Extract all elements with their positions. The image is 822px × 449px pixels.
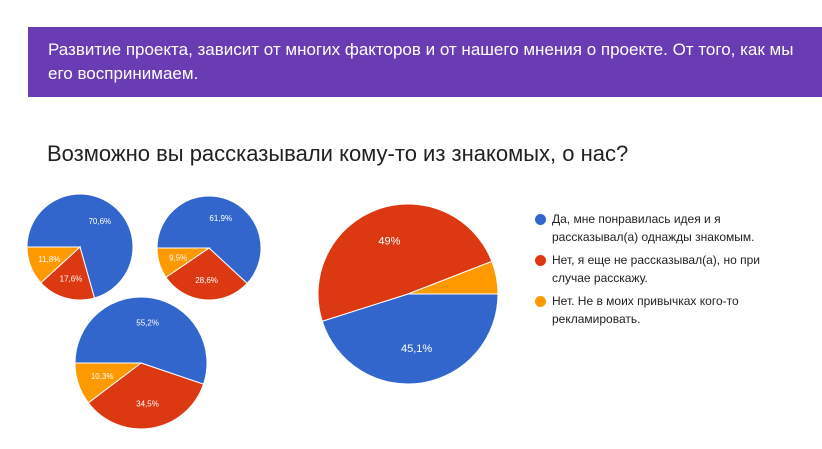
- legend-item-not-yet: Нет, я еще не рассказывал(а), но при слу…: [535, 251, 795, 287]
- pie-slice-yes: [26, 193, 134, 299]
- pie-slice-not-yet: [87, 362, 205, 430]
- pie-slice-label-yes: 55,2%: [136, 319, 159, 328]
- pie-slice-not-yet: [317, 203, 493, 322]
- pie-slice-not-yet: [40, 246, 96, 301]
- pie-slice-yes: [156, 195, 262, 285]
- legend-dot-orange: [535, 296, 546, 307]
- pie-slice-label-yes: 45,1%: [401, 343, 432, 355]
- pie-chart-small-3: 55,2% 34,5% 10,3%: [74, 296, 208, 430]
- pie-slice-yes: [321, 293, 499, 385]
- pie-chart-main: 45,1% 49%: [317, 203, 499, 385]
- question-title: Возможно вы рассказывали кому-то из знак…: [47, 141, 629, 166]
- legend-label-not-yet: Нет, я еще не рассказывал(а), но при слу…: [552, 253, 760, 285]
- pie-slice-no: [26, 246, 82, 284]
- legend-item-no: Нет. Не в моих привычках кого-то реклами…: [535, 292, 795, 328]
- pie-chart-small-1: 70,6% 17,6% 11,8%: [26, 193, 134, 301]
- pie-slice-label-not-yet: 49%: [378, 235, 400, 247]
- pie-chart-small-2: 61,9% 28,6% 9,5%: [156, 195, 262, 301]
- pie-slice-label-no: 9,5%: [169, 253, 187, 262]
- pie-slice-label-no: 11,8%: [38, 255, 60, 264]
- pie-slice-no: [407, 260, 499, 295]
- pie-slice-label-not-yet: 34,5%: [136, 399, 159, 408]
- legend-dot-red: [535, 255, 546, 266]
- pie-slice-not-yet: [165, 247, 248, 301]
- pie-slice-no: [156, 247, 211, 278]
- legend-dot-blue: [535, 214, 546, 225]
- pie-slice-label-no: 10,3%: [91, 372, 114, 381]
- pie-slice-yes: [74, 296, 208, 385]
- legend-item-yes: Да, мне понравилась идея и я рассказывал…: [535, 210, 795, 246]
- pie-slice-no: [74, 362, 143, 404]
- chart-legend: Да, мне понравилась идея и я рассказывал…: [535, 210, 795, 333]
- pie-slice-label-yes: 70,6%: [88, 217, 111, 226]
- legend-label-no: Нет. Не в моих привычках кого-то реклами…: [552, 294, 739, 326]
- header-banner: Развитие проекта, зависит от многих факт…: [28, 27, 822, 97]
- pie-slice-label-not-yet: 17,6%: [60, 275, 83, 284]
- banner-text: Развитие проекта, зависит от многих факт…: [48, 40, 794, 83]
- legend-label-yes: Да, мне понравилась идея и я рассказывал…: [552, 212, 755, 244]
- pie-slice-label-not-yet: 28,6%: [195, 276, 218, 285]
- pie-slice-label-yes: 61,9%: [209, 214, 232, 223]
